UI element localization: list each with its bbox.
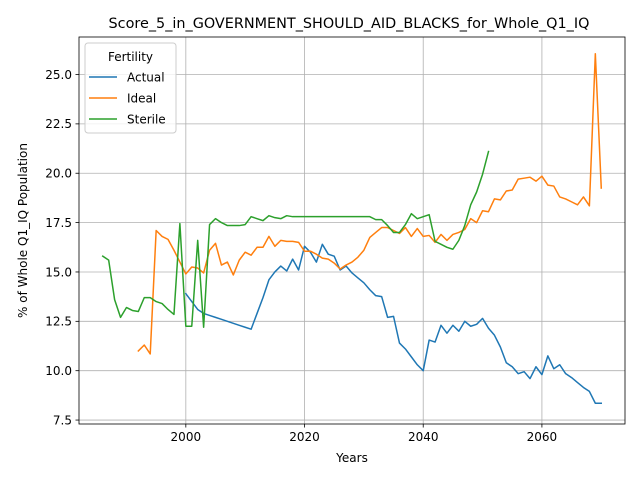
y-tick-label: 22.5: [45, 117, 72, 131]
y-tick-label: 17.5: [45, 216, 72, 230]
chart-title: Score_5_in_GOVERNMENT_SHOULD_AID_BLACKS_…: [109, 16, 590, 32]
y-tick-label: 25.0: [45, 68, 72, 82]
x-tick-label: 2060: [527, 430, 558, 444]
legend-label-sterile: Sterile: [127, 112, 166, 126]
legend-label-ideal: Ideal: [127, 91, 156, 105]
y-axis: 7.5 10.0 12.5 15.0 17.5 20.0 22.5 25.0: [45, 68, 79, 427]
y-tick-label: 12.5: [45, 315, 72, 329]
series-lines: [101, 53, 603, 405]
plot-frame: [78, 36, 626, 425]
x-tick-label: 2020: [289, 430, 320, 444]
y-tick-label: 10.0: [45, 364, 72, 378]
x-axis: 2000 2020 2040 2060: [171, 424, 558, 444]
y-tick-label: 15.0: [45, 265, 72, 279]
x-tick-label: 2000: [171, 430, 202, 444]
legend-label-actual: Actual: [127, 70, 165, 84]
y-axis-label: % of Whole Q1_IQ Population: [16, 143, 30, 318]
y-tick-label: 7.5: [53, 413, 72, 427]
y-tick-label: 20.0: [45, 167, 72, 181]
x-axis-label: Years: [335, 451, 368, 465]
legend-items: Actual Ideal Sterile: [89, 70, 166, 126]
x-tick-label: 2040: [408, 430, 439, 444]
series-line-actual: [184, 243, 603, 405]
legend: Fertility Actual Ideal Sterile: [84, 42, 177, 134]
series-line-ideal: [137, 53, 603, 355]
legend-box: [84, 42, 177, 134]
legend-title: Fertility: [108, 50, 153, 64]
series-line-sterile: [101, 150, 490, 328]
